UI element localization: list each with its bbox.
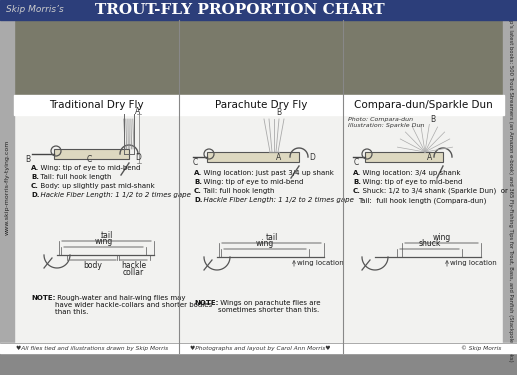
Text: Body: up slightly past mid-shank: Body: up slightly past mid-shank: [36, 183, 155, 189]
Text: A: A: [135, 107, 140, 116]
Text: Tail: full hook length: Tail: full hook length: [36, 174, 112, 180]
Bar: [343, 95, 504, 115]
Bar: [14, 115, 179, 353]
Text: Traditional Dry Fly: Traditional Dry Fly: [49, 100, 144, 110]
Text: B.: B.: [353, 179, 361, 185]
FancyBboxPatch shape: [207, 152, 299, 162]
Text: Hackle Fiber Length: 1 1/2 to 2 times gape: Hackle Fiber Length: 1 1/2 to 2 times ga…: [36, 192, 191, 198]
Bar: [0, 0, 517, 20]
Text: C: C: [86, 155, 92, 164]
Text: © Skip Morris: © Skip Morris: [461, 345, 501, 351]
Text: Wing: tip of eye to mid-bend: Wing: tip of eye to mid-bend: [199, 179, 303, 185]
Text: Wing location: just past 3/4 up shank: Wing location: just past 3/4 up shank: [199, 170, 334, 176]
Text: collar: collar: [123, 268, 144, 277]
Text: D.: D.: [194, 197, 203, 203]
Text: wing: wing: [256, 239, 274, 248]
Text: C: C: [354, 158, 359, 167]
Bar: [0, 353, 517, 375]
Text: Wing: tip of eye to mid-bend: Wing: tip of eye to mid-bend: [358, 179, 462, 185]
Text: Skip Morris’s: Skip Morris’s: [6, 6, 64, 15]
Text: tail: tail: [265, 233, 278, 242]
Text: Wings on parachute flies are
sometimes shorter than this.: Wings on parachute flies are sometimes s…: [218, 300, 321, 313]
Text: tail: tail: [100, 231, 113, 240]
Bar: [14, 20, 503, 95]
Text: A.: A.: [353, 170, 361, 176]
Text: D: D: [135, 153, 141, 162]
Text: A: A: [427, 153, 432, 162]
Bar: [179, 95, 343, 115]
Text: C.: C.: [353, 188, 361, 194]
Bar: [14, 95, 179, 115]
Text: Hackle Fiber Length: 1 1/2 to 2 times gape: Hackle Fiber Length: 1 1/2 to 2 times ga…: [199, 197, 354, 203]
FancyBboxPatch shape: [365, 152, 443, 162]
Text: wing location: wing location: [450, 260, 497, 266]
Text: C.: C.: [194, 188, 202, 194]
Text: Parachute Dry Fly: Parachute Dry Fly: [215, 100, 307, 110]
Text: B: B: [430, 115, 435, 124]
Bar: [0, 343, 517, 353]
Text: ♥All flies tied and illustrations drawn by Skip Morris: ♥All flies tied and illustrations drawn …: [16, 345, 168, 351]
Text: shuck: shuck: [418, 239, 440, 248]
Text: Compara-dun/Sparkle Dun: Compara-dun/Sparkle Dun: [354, 100, 493, 110]
Text: C: C: [192, 158, 197, 167]
Text: Wing location: 3/4 up shank: Wing location: 3/4 up shank: [358, 170, 461, 176]
Text: Skip’s latest books: 500 Trout Streamers (an Amazon e-book) and 365 Fly-Fishing : Skip’s latest books: 500 Trout Streamers…: [508, 12, 512, 362]
Text: wing: wing: [95, 237, 113, 246]
Text: B: B: [276, 108, 281, 117]
Bar: [343, 115, 504, 353]
Text: Rough-water and hair-wing flies may
have wider hackle-collars and shorter bodies: Rough-water and hair-wing flies may have…: [55, 295, 212, 315]
Text: hackle: hackle: [121, 261, 146, 270]
Bar: [503, 20, 517, 353]
Text: D.: D.: [31, 192, 39, 198]
Text: Illustration: Sparkle Dun: Illustration: Sparkle Dun: [348, 123, 424, 128]
Text: body: body: [84, 261, 102, 270]
Text: Photo: Compara-dun: Photo: Compara-dun: [348, 117, 413, 122]
Text: wing location: wing location: [297, 260, 344, 266]
Bar: [179, 115, 343, 353]
FancyBboxPatch shape: [54, 149, 129, 159]
Text: Tail: full hook length: Tail: full hook length: [199, 188, 275, 194]
Text: NOTE:: NOTE:: [31, 295, 55, 301]
Bar: [0, 20, 14, 353]
Text: C.: C.: [31, 183, 39, 189]
Text: B: B: [25, 155, 30, 164]
Text: www.skip-morris-fly-tying.com: www.skip-morris-fly-tying.com: [5, 140, 9, 235]
Text: A.: A.: [31, 165, 39, 171]
Text: NOTE:: NOTE:: [194, 300, 218, 306]
Text: B.: B.: [31, 174, 39, 180]
Text: D: D: [309, 153, 315, 162]
Text: wing: wing: [432, 233, 451, 242]
Text: A: A: [276, 153, 281, 162]
Text: A.: A.: [194, 170, 202, 176]
Text: Wing: tip of eye to mid-bend: Wing: tip of eye to mid-bend: [36, 165, 141, 171]
Text: Tail:  full hook length (Compara-dun): Tail: full hook length (Compara-dun): [358, 197, 486, 204]
Text: Shuck: 1/2 to 3/4 shank (Sparkle Dun)  or: Shuck: 1/2 to 3/4 shank (Sparkle Dun) or: [358, 188, 508, 195]
Text: B.: B.: [194, 179, 202, 185]
Text: TROUT-FLY PROPORTION CHART: TROUT-FLY PROPORTION CHART: [95, 3, 385, 17]
Text: ♥Photographs and layout by Carol Ann Morris♥: ♥Photographs and layout by Carol Ann Mor…: [190, 345, 330, 351]
